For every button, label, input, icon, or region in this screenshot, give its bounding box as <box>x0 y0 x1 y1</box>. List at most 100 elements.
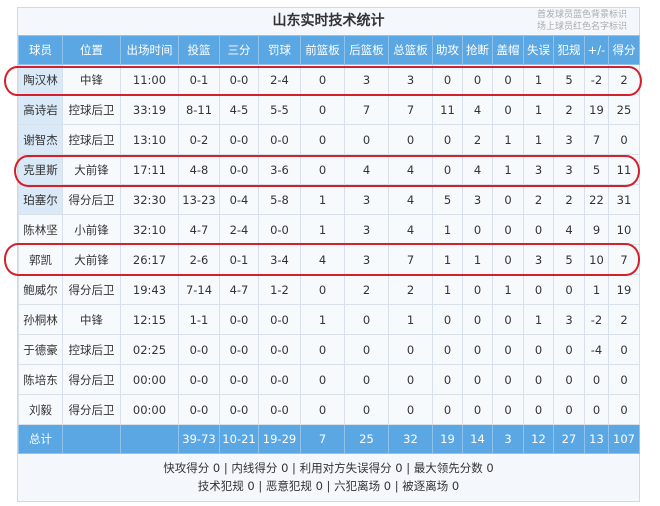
stat-cell: 3 <box>462 184 493 215</box>
player-row: 克里斯 大前锋 17:11 4-8 0-0 3-6 0 4 4 0 4 1 3 3 5 11 <box>18 154 640 185</box>
player-row: 谢智杰 控球后卫 13:10 0-2 0-0 0-0 0 0 0 0 2 1 1 3 7 0 <box>18 124 640 155</box>
stat-cell: 7 <box>388 94 433 125</box>
stats-panel: 山东实时技术统计 首发球员蓝色背景标识 场上球员红色名字标识 球员 位置 出场时间投… <box>17 7 640 502</box>
stat-cell: 0 <box>344 334 389 365</box>
stat-cell: 1 <box>432 214 463 245</box>
stat-cell: 13-23 <box>178 184 220 215</box>
stat-cell: 19 <box>584 94 609 125</box>
column-header[interactable]: 助攻 <box>432 35 463 65</box>
stat-cell: 19:43 <box>120 274 179 305</box>
stat-cell: 33:19 <box>120 94 179 125</box>
summary-line-2: 技术犯规 0 | 恶意犯规 0 | 六犯离场 0 | 被逐离场 0 <box>197 479 460 493</box>
stat-cell: 3 <box>553 304 585 335</box>
stat-cell: 0 <box>492 244 524 275</box>
stat-cell: 2 <box>553 94 585 125</box>
stat-cell: 1 <box>300 214 345 245</box>
stat-cell: 0-0 <box>219 334 259 365</box>
stat-cell: 02:25 <box>120 334 179 365</box>
stat-cell: 小前锋 <box>62 214 121 245</box>
column-header[interactable]: 后篮板 <box>344 35 389 65</box>
player-name: 高诗岩 <box>18 94 63 125</box>
column-header[interactable]: 失误 <box>523 35 554 65</box>
stat-cell: 0-0 <box>258 334 301 365</box>
stat-cell: 2 <box>608 304 640 335</box>
stat-cell: 0 <box>492 94 524 125</box>
stat-cell: 1 <box>300 304 345 335</box>
column-header[interactable]: 三分 <box>219 35 259 65</box>
legend-note: 首发球员蓝色背景标识 场上球员红色名字标识 <box>537 9 627 33</box>
on-court-note: 场上球员红色名字标识 <box>536 22 627 32</box>
column-header[interactable]: 盖帽 <box>492 35 524 65</box>
stat-cell: 1 <box>492 154 524 185</box>
column-header[interactable]: 位置 <box>62 35 121 65</box>
column-header[interactable]: 出场时间 <box>120 35 179 65</box>
column-header[interactable]: 犯规 <box>553 35 585 65</box>
stat-cell: 12:15 <box>120 304 179 335</box>
column-header[interactable]: 球员 <box>18 35 63 65</box>
column-header[interactable]: 总篮板 <box>388 35 433 65</box>
total-cell: 7 <box>300 424 345 454</box>
stat-cell: 5-8 <box>258 184 301 215</box>
stat-cell: 4 <box>462 154 493 185</box>
summary-footer: 快攻得分 0 | 内线得分 0 | 利用对方失误得分 0 | 最大领先分数 0 … <box>18 454 639 501</box>
stat-cell: 0 <box>553 274 585 305</box>
stat-cell: 3 <box>344 214 389 245</box>
stat-cell: 1 <box>523 304 554 335</box>
column-header[interactable]: 前篮板 <box>300 35 345 65</box>
column-header[interactable]: 投篮 <box>178 35 220 65</box>
stat-cell: 0 <box>553 394 585 425</box>
total-cell: 25 <box>344 424 389 454</box>
player-row: 刘毅 得分后卫 00:00 0-0 0-0 0-0 0 0 0 0 0 0 0 0 0 0 <box>18 394 640 425</box>
starter-note: 首发球员蓝色背景标识 <box>536 10 627 20</box>
total-cell: 32 <box>388 424 433 454</box>
column-header[interactable]: 得分 <box>608 35 640 65</box>
stat-cell: 0 <box>462 274 493 305</box>
total-cell: 13 <box>584 424 609 454</box>
stat-cell: 00:00 <box>120 394 179 425</box>
stat-cell: 32:30 <box>120 184 179 215</box>
stat-cell: 0 <box>608 364 640 395</box>
stat-cell: 1 <box>492 124 524 155</box>
stat-cell: 4-5 <box>219 94 259 125</box>
stat-cell: 0 <box>300 334 345 365</box>
stat-cell: 大前锋 <box>62 154 121 185</box>
panel-title: 山东实时技术统计 首发球员蓝色背景标识 场上球员红色名字标识 <box>18 8 639 35</box>
stat-cell: 1 <box>462 244 493 275</box>
stat-cell: 0 <box>523 274 554 305</box>
total-cell: 107 <box>608 424 640 454</box>
stat-cell: 4 <box>553 214 585 245</box>
player-name: 谢智杰 <box>18 124 63 155</box>
stat-cell: 得分后卫 <box>62 394 121 425</box>
stat-cell: 3 <box>523 244 554 275</box>
column-header[interactable]: +/- <box>584 35 609 65</box>
stat-cell: 0-1 <box>178 64 220 95</box>
stat-cell: 0 <box>492 184 524 215</box>
stat-cell: 得分后卫 <box>62 364 121 395</box>
stat-cell: 4-7 <box>178 214 220 245</box>
stat-cell: 17:11 <box>120 154 179 185</box>
stat-cell: 2 <box>462 124 493 155</box>
stat-cell: 4 <box>388 184 433 215</box>
stat-cell: 0 <box>432 154 463 185</box>
player-row: 于德豪 控球后卫 02:25 0-0 0-0 0-0 0 0 0 0 0 0 0 0 -4 0 <box>18 334 640 365</box>
stat-cell: 0 <box>344 364 389 395</box>
column-header[interactable]: 罚球 <box>258 35 301 65</box>
stat-cell: 0-0 <box>219 394 259 425</box>
stat-cell: 0 <box>388 334 433 365</box>
stat-cell: 0 <box>462 64 493 95</box>
column-header[interactable]: 抢断 <box>462 35 493 65</box>
stat-cell: 0-4 <box>219 184 259 215</box>
stat-cell: 7 <box>388 244 433 275</box>
stat-cell: 1 <box>523 124 554 155</box>
stat-cell: 7 <box>344 94 389 125</box>
stat-cell: 0 <box>492 394 524 425</box>
stat-cell: 0-0 <box>258 214 301 245</box>
stat-cell: 中锋 <box>62 304 121 335</box>
stat-cell: 3 <box>388 64 433 95</box>
highlight-oval <box>4 66 642 96</box>
stat-cell: 0 <box>462 334 493 365</box>
stat-cell: 得分后卫 <box>62 274 121 305</box>
stat-cell: 0 <box>492 304 524 335</box>
stat-cell: 0-0 <box>258 124 301 155</box>
stat-cell: 0 <box>432 394 463 425</box>
